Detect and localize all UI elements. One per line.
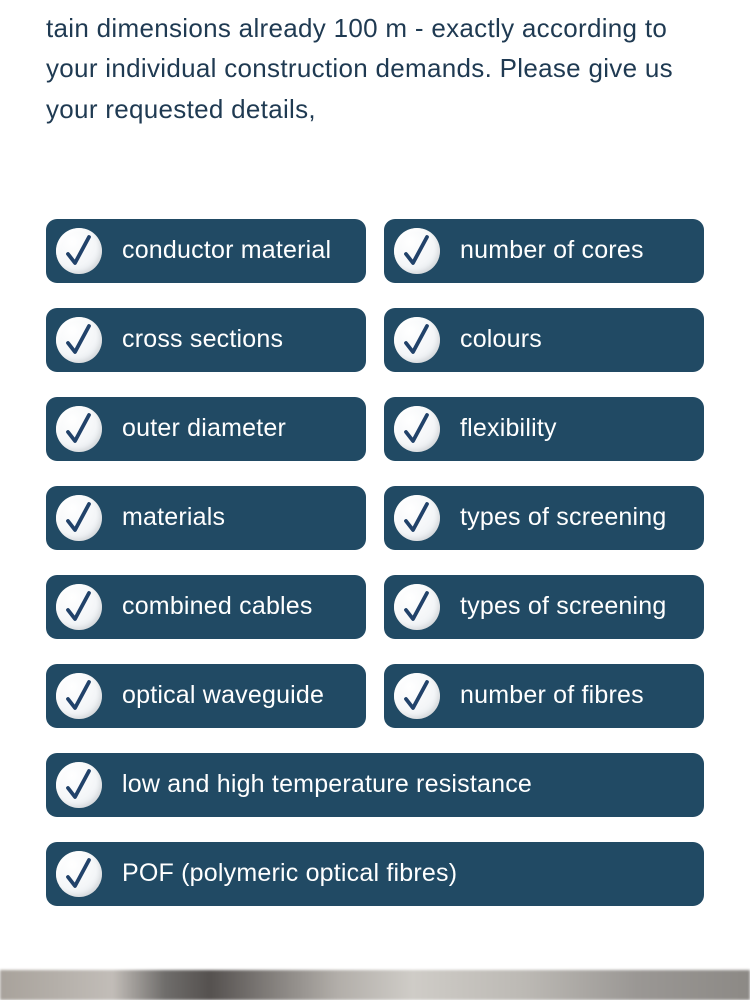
detail-pill: materials xyxy=(46,486,366,550)
checkmark-icon xyxy=(394,228,440,274)
detail-label: low and high temperature resistance xyxy=(122,770,532,799)
checkmark-icon xyxy=(56,851,102,897)
detail-pill: types of screening xyxy=(384,575,704,639)
detail-pill: cross sections xyxy=(46,308,366,372)
detail-label: materials xyxy=(122,503,225,532)
detail-pill: POF (polymeric optical fibres) xyxy=(46,842,704,906)
detail-pill: conductor material xyxy=(46,219,366,283)
footer-image-strip xyxy=(0,970,750,1000)
checkmark-icon xyxy=(394,673,440,719)
detail-pill: low and high temperature resistance xyxy=(46,753,704,817)
checkmark-icon xyxy=(56,317,102,363)
detail-pill: types of screening xyxy=(384,486,704,550)
detail-label: cross sections xyxy=(122,325,283,354)
detail-pill: number of fibres xyxy=(384,664,704,728)
detail-label: conductor material xyxy=(122,236,331,265)
checkmark-icon xyxy=(394,406,440,452)
detail-pill: colours xyxy=(384,308,704,372)
detail-label: colours xyxy=(460,325,542,354)
checkmark-icon xyxy=(56,673,102,719)
detail-label: flexibility xyxy=(460,414,557,443)
detail-pill: outer diameter xyxy=(46,397,366,461)
checkmark-icon xyxy=(394,317,440,363)
detail-pill: combined cables xyxy=(46,575,366,639)
detail-pill: number of cores xyxy=(384,219,704,283)
checkmark-icon xyxy=(56,584,102,630)
requested-details-list: conductor material number of cores cross… xyxy=(0,129,750,906)
checkmark-icon xyxy=(394,584,440,630)
checkmark-icon xyxy=(56,495,102,541)
checkmark-icon xyxy=(394,495,440,541)
detail-label: POF (polymeric optical fibres) xyxy=(122,859,457,888)
checkmark-icon xyxy=(56,406,102,452)
checkmark-icon xyxy=(56,762,102,808)
detail-label: types of screening xyxy=(460,503,667,532)
detail-label: combined cables xyxy=(122,592,313,621)
detail-pill: optical waveguide xyxy=(46,664,366,728)
detail-label: number of cores xyxy=(460,236,644,265)
detail-label: types of screening xyxy=(460,592,667,621)
detail-label: number of fibres xyxy=(460,681,644,710)
intro-paragraph: tain dimensions already 100 m - exactly … xyxy=(0,0,750,129)
detail-label: outer diameter xyxy=(122,414,286,443)
checkmark-icon xyxy=(56,228,102,274)
detail-pill: flexibility xyxy=(384,397,704,461)
detail-label: optical waveguide xyxy=(122,681,324,710)
